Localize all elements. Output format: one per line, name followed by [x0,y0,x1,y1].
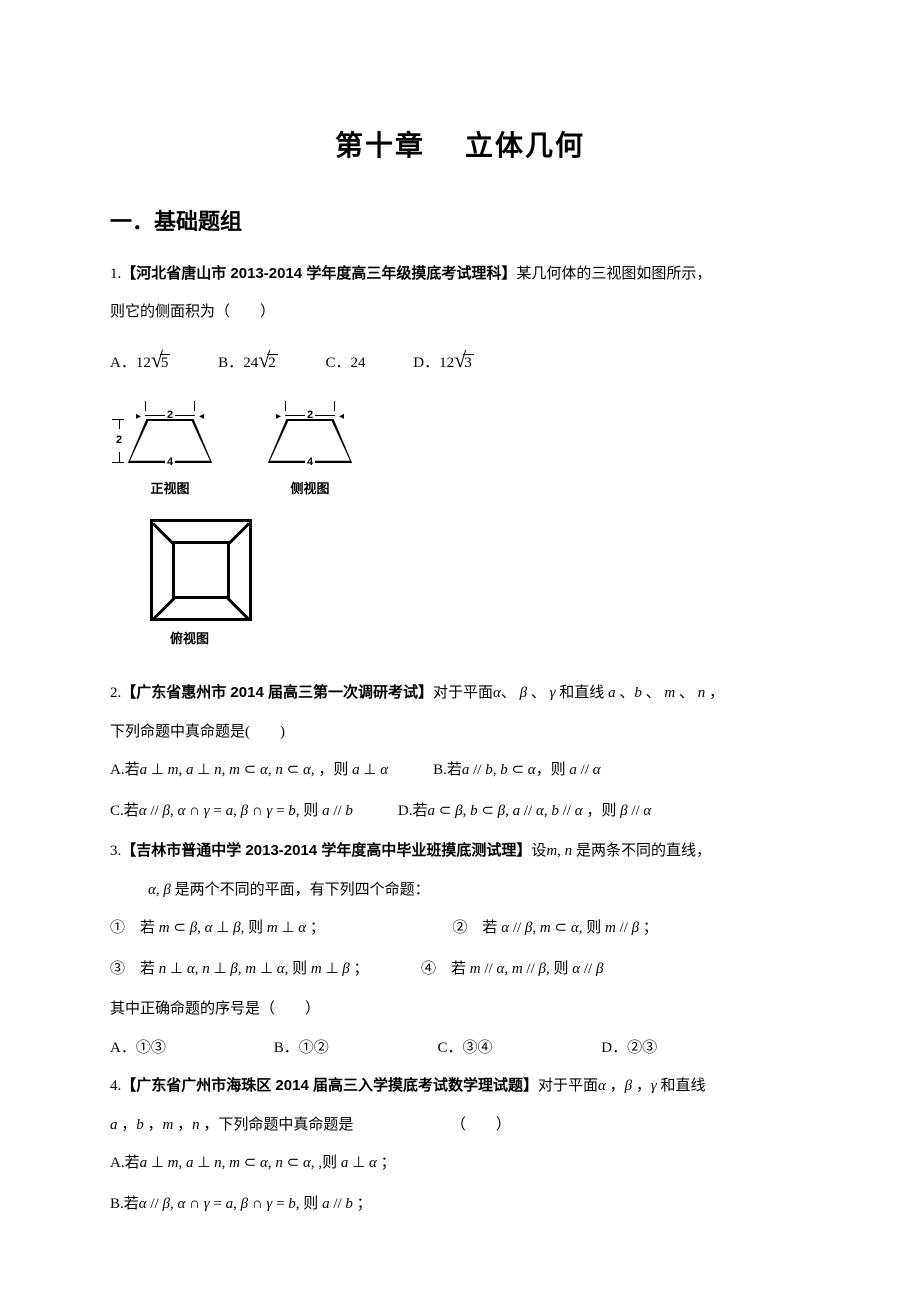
q2-stem: 2.【广东省惠州市 2014 届高三第一次调研考试】对于平面α、 β 、 γ 和… [110,676,810,711]
q3-stem-line2: α, β 是两个不同的平面，有下列四个命题： [148,873,810,908]
side-view: 2 ▸◂ 4 侧视图 [250,405,370,502]
q1-source: 【河北省唐山市 2013-2014 学年度高三年级摸底考试理科】 [121,265,516,282]
three-view-figure: 2 ▸◂ 2 4 正视图 2 ▸◂ 4 侧视图 [110,405,370,652]
q1-optC: C．24 [326,345,366,381]
q3-optD: D．②③ [601,1031,761,1066]
q1-stem-a: 某几何体的三视图如图所示， [516,266,711,282]
q2-options-row1: A.若a ⊥ m, a ⊥ n, m ⊂ α, n ⊂ α, ，则 a ⊥ α … [110,753,810,788]
q4-stem: 4.【广东省广州市海珠区 2014 届高三入学摸底考试数学理试题】对于平面α ，… [110,1069,810,1104]
q3-optB: B．①② [274,1031,434,1066]
q1-stem: 1.【河北省唐山市 2013-2014 学年度高三年级摸底考试理科】某几何体的三… [110,257,810,292]
q1-number: 1. [110,266,121,282]
q3-correct-line: 其中正确命题的序号是（ ） [110,992,810,1027]
front-view: 2 ▸◂ 2 4 正视图 [110,405,230,502]
title-left: 第十章 [335,131,425,162]
front-view-caption: 正视图 [150,477,189,502]
q4-optA: A.若a ⊥ m, a ⊥ n, m ⊂ α, n ⊂ α, ,则 a ⊥ α … [110,1146,810,1181]
q2-stem-c: 下列命题中真命题是( ) [110,715,810,750]
page-title: 第十章 立体几何 [110,120,810,173]
q1-optD: D．12√3 [413,334,473,387]
top-view-caption: 俯视图 [170,627,209,652]
sqrt-icon: √5 [151,334,171,387]
sqrt-icon: √3 [454,334,474,387]
q4-source: 【广东省广州市海珠区 2014 届高三入学摸底考试数学理试题】 [121,1077,538,1094]
q3-props-row1: ① 若 m ⊂ β, α ⊥ β, 则 m ⊥ α ； ② 若 α // β, … [110,911,810,946]
sqrt-icon: √2 [258,334,278,387]
side-view-caption: 侧视图 [290,477,329,502]
section-heading: 一．基础题组 [110,201,810,243]
q2-options-row2: C.若α // β, α ∩ γ = a, β ∩ γ = b, 则 a // … [110,794,810,829]
q3-options: A．①③ B．①② C．③④ D．②③ [110,1031,810,1066]
q3-stem: 3.【吉林市普通中学 2013-2014 学年度高中毕业班摸底测试理】设m, n… [110,834,810,869]
q3-source: 【吉林市普通中学 2013-2014 学年度高中毕业班摸底测试理】 [121,842,531,859]
title-right: 立体几何 [465,131,585,162]
q1-options: A．12√5 B．24√2 C．24 D．12√3 [110,334,810,387]
top-view: 俯视图 [110,501,370,652]
q1-optB: B．24√2 [218,334,278,387]
q4-optB: B.若α // β, α ∩ γ = a, β ∩ γ = b, 则 a // … [110,1187,810,1222]
q1-stem-b: 则它的侧面积为（ ） [110,295,810,330]
q3-props-row2: ③ 若 n ⊥ α, n ⊥ β, m ⊥ α, 则 m ⊥ β ； ④ 若 m… [110,952,810,987]
q2-source: 【广东省惠州市 2014 届高三第一次调研考试】 [121,684,433,701]
q1-optA: A．12√5 [110,334,170,387]
q3-optA: A．①③ [110,1031,270,1066]
q4-stem-line2: a ，b ，m ，n ，下列命题中真命题是 （ ） [110,1108,810,1143]
q3-optC: C．③④ [438,1031,598,1066]
